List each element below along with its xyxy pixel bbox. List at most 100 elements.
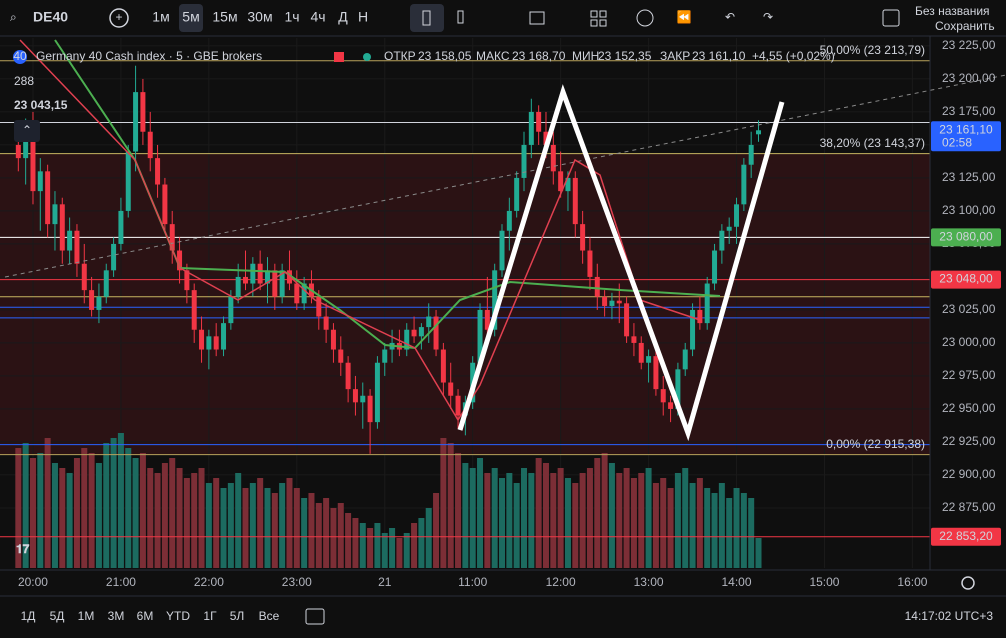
range-button[interactable]: 3М (108, 609, 125, 623)
goto-date-icon[interactable] (305, 608, 325, 625)
interval[interactable]: Д (338, 9, 348, 25)
candle-body (616, 300, 622, 304)
interval[interactable]: 15м (212, 9, 237, 25)
candle-body (272, 270, 278, 297)
level-label: 0,00% (22 915,38) (826, 437, 925, 451)
candle-body (536, 111, 542, 132)
symbol[interactable]: DE40 (33, 9, 68, 25)
candle-body (243, 276, 249, 284)
layout-icon[interactable] (599, 19, 607, 27)
volume-bar (564, 478, 571, 568)
volume-bar (711, 493, 718, 568)
x-tick-label: 23:00 (282, 575, 312, 589)
volume-bar (293, 488, 300, 568)
chart-type-button[interactable] (410, 4, 444, 32)
y-tick-label: 23 175,00 (942, 104, 996, 118)
replay-icon[interactable]: ⏪ (677, 10, 692, 24)
interval[interactable]: 30м (247, 9, 272, 25)
layout-checkbox[interactable] (882, 9, 900, 27)
collapse-icon[interactable]: ⌃ (22, 123, 32, 137)
candle-body (704, 283, 710, 324)
search-icon[interactable]: ⌕ (10, 10, 17, 24)
volume-bar (579, 473, 586, 568)
interval[interactable]: Н (358, 9, 368, 25)
volume-bar (499, 478, 506, 568)
interval-active[interactable] (179, 4, 203, 32)
y-tick-label: 23 125,00 (942, 170, 996, 184)
settings-icon[interactable] (961, 576, 975, 590)
range-button[interactable]: 1М (78, 609, 95, 623)
volume-bar (95, 463, 102, 568)
volume-bar (623, 468, 630, 568)
clock[interactable]: 14:17:02 UTC+3 (905, 609, 994, 623)
candle-body (184, 270, 190, 291)
range-button[interactable]: 1Д (21, 609, 36, 623)
candle-body (323, 316, 329, 330)
candle-body (484, 309, 490, 330)
candle-body (228, 296, 234, 324)
indicators-icon[interactable] (529, 11, 545, 25)
interval[interactable]: 5м (182, 9, 199, 25)
volume-bar (330, 508, 337, 568)
volume-bar (271, 493, 278, 568)
volume-bar (608, 463, 615, 568)
range-button[interactable]: Все (259, 609, 280, 623)
candle-body (668, 402, 674, 409)
candle-body (455, 395, 461, 416)
add-symbol-plus[interactable]: + (115, 10, 122, 24)
alert-icon[interactable] (636, 9, 654, 27)
volume-bar (447, 443, 454, 568)
candle-body (96, 296, 102, 310)
layout-icon[interactable] (590, 19, 598, 27)
range-button[interactable]: 5Д (50, 609, 65, 623)
layout-name[interactable]: Без названия (915, 4, 990, 18)
legend-title[interactable]: Germany 40 Cash index · 5 · GBE brokers (36, 49, 262, 63)
range-button[interactable]: 5Л (230, 609, 245, 623)
range-button[interactable]: 6М (137, 609, 154, 623)
collapse-button[interactable] (14, 120, 40, 142)
interval[interactable]: 1ч (284, 9, 299, 25)
volume-bar (550, 473, 557, 568)
candle-body (382, 349, 388, 363)
candle-body (719, 230, 725, 251)
ohlc-label: МИН (572, 49, 599, 63)
price-tag (931, 121, 1001, 152)
candle-body (734, 204, 740, 227)
layout-icon[interactable] (590, 10, 598, 18)
candle-body (411, 329, 417, 337)
candle-body (345, 362, 351, 390)
volume-bar (733, 488, 740, 568)
range-button[interactable]: YTD (166, 609, 190, 623)
indicator-icon[interactable] (457, 10, 464, 24)
candle-body (147, 131, 153, 159)
interval[interactable]: 4ч (310, 9, 325, 25)
interval[interactable]: 1м (152, 9, 169, 25)
volume-bar (455, 453, 462, 568)
candle-body (294, 283, 300, 304)
legend-flag[interactable] (334, 52, 344, 62)
redo-icon[interactable]: ↷ (763, 10, 773, 24)
range-button[interactable]: 1Г (203, 609, 217, 623)
undo-icon[interactable]: ↶ (725, 10, 735, 24)
y-tick-label: 23 025,00 (942, 302, 996, 316)
ohlc-value: 23 161,10 (692, 49, 746, 63)
add-symbol[interactable] (109, 8, 129, 28)
layout-icon[interactable] (599, 10, 607, 18)
save-button[interactable]: Сохранить (935, 19, 995, 33)
candle-body (712, 250, 718, 284)
volume-bar (345, 513, 352, 568)
trend-line (4, 74, 1006, 278)
volume-bar (235, 473, 242, 568)
volume-bar (147, 468, 154, 568)
volume-bar (220, 488, 227, 568)
volume-bar (638, 473, 645, 568)
x-tick-label: 22:00 (194, 575, 224, 589)
candle-body (756, 130, 762, 135)
volume-bar (477, 458, 484, 568)
volume-bar (389, 528, 396, 568)
candle-body (191, 290, 197, 330)
price-tag-label: 22 853,20 (939, 529, 993, 543)
candle-body (199, 329, 205, 350)
